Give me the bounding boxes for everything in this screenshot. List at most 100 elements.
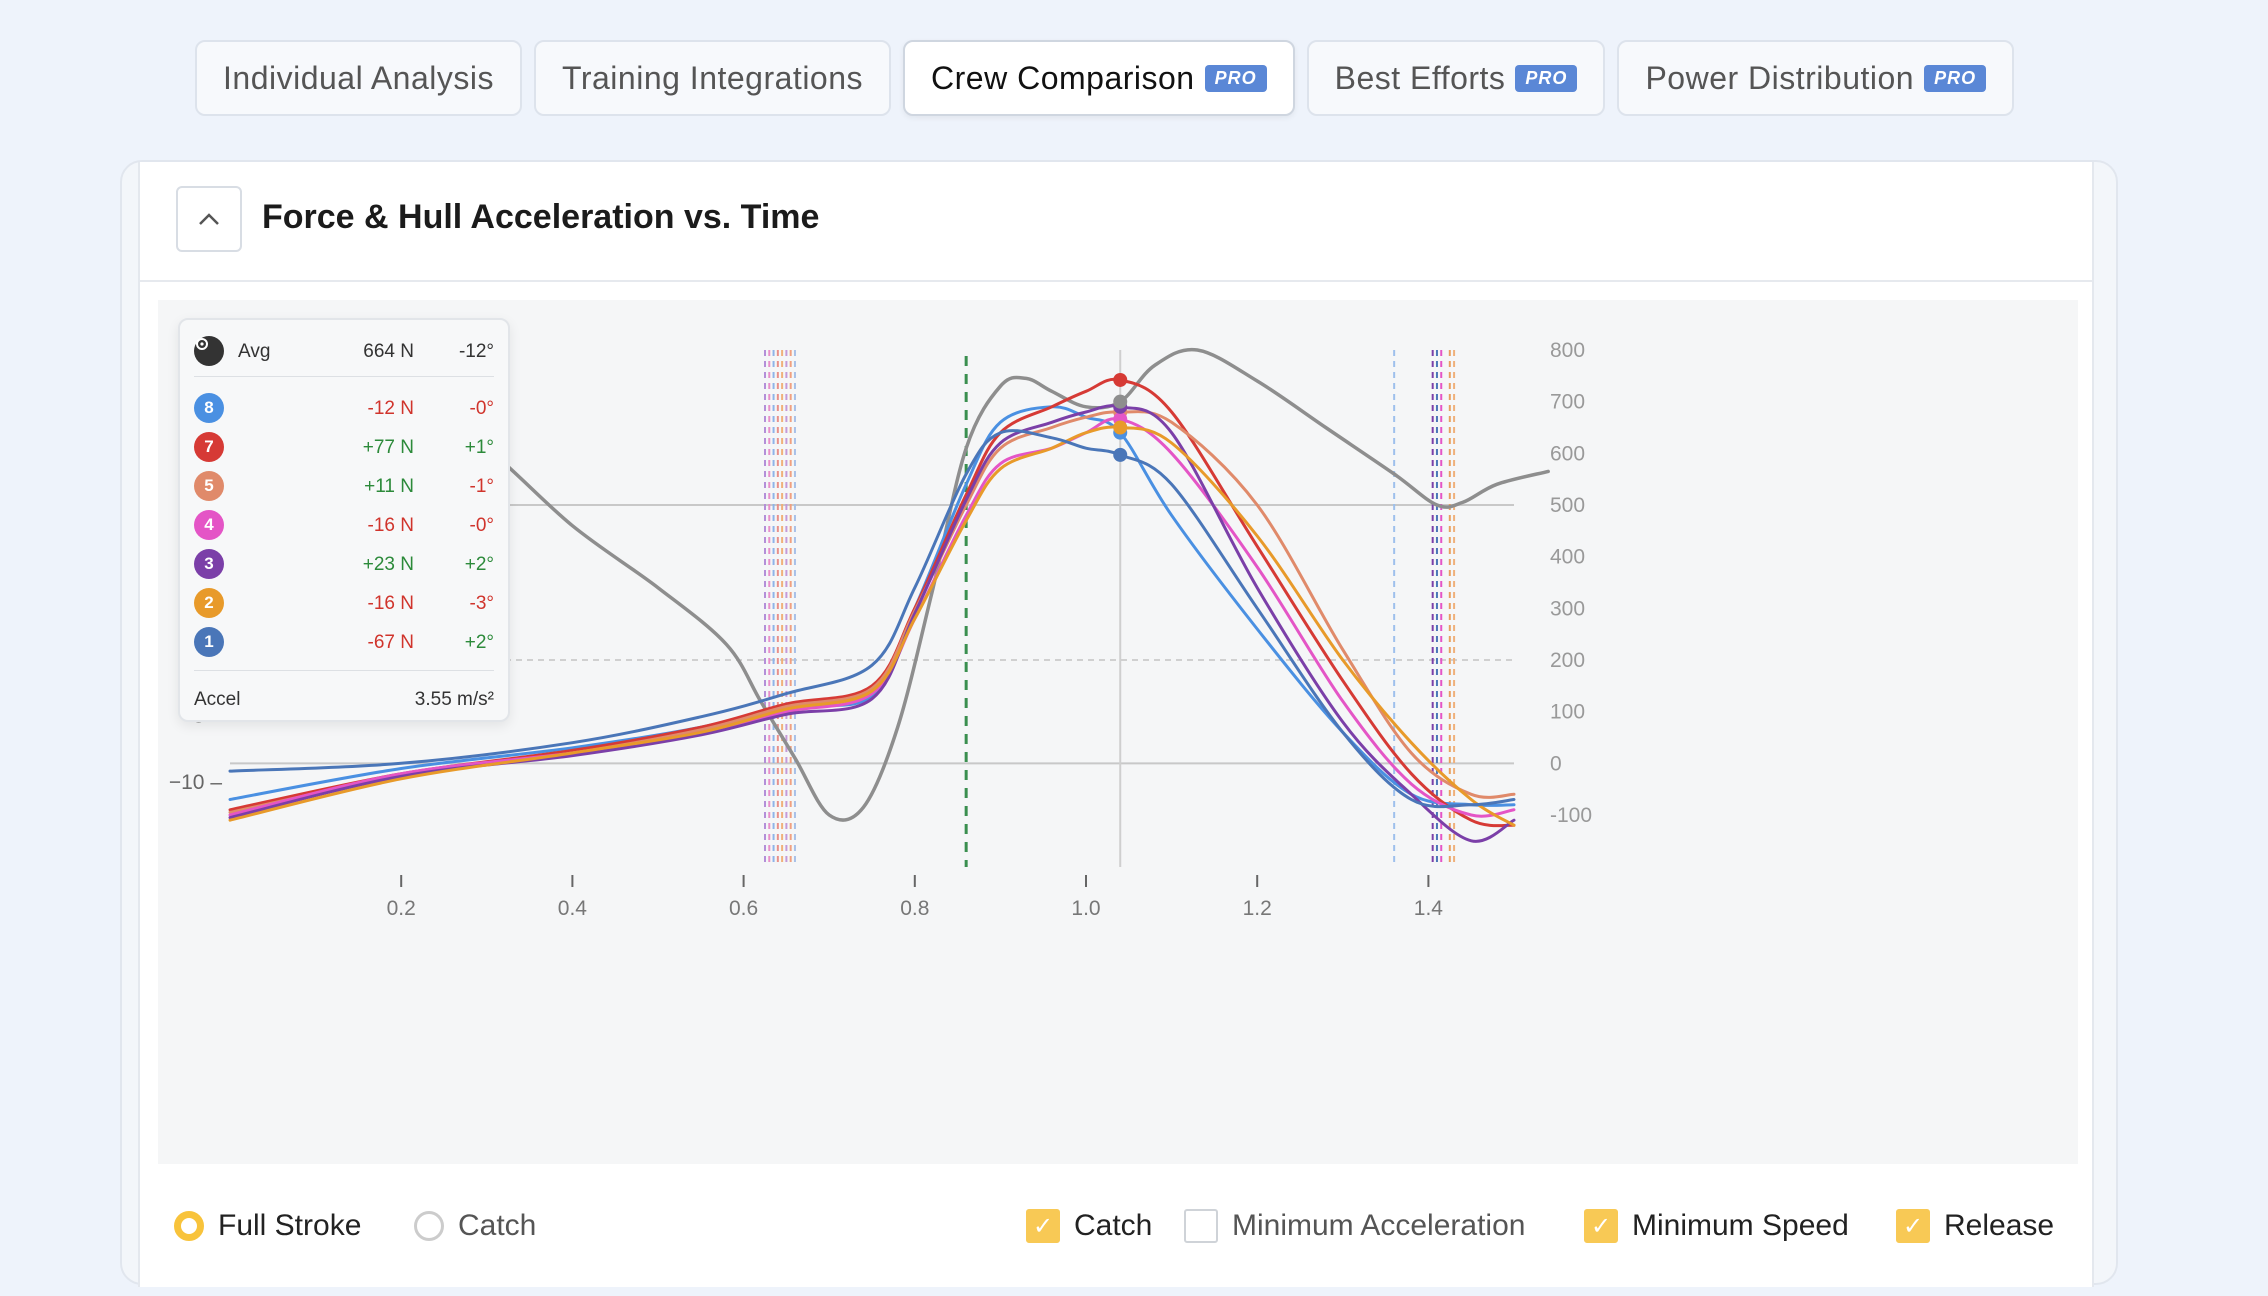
accel-series-line bbox=[416, 347, 1550, 822]
hover-point bbox=[1113, 420, 1128, 435]
seat-angle-delta: -1° bbox=[469, 476, 495, 497]
seat-badge: 1 bbox=[194, 627, 224, 657]
left-tick-label: −10 – bbox=[169, 771, 222, 794]
tab-power-distribution[interactable]: Power Distribution PRO bbox=[1617, 40, 2015, 116]
force-series-line-seat-2 bbox=[228, 425, 1516, 827]
seat-force-delta: +23 N bbox=[362, 554, 414, 575]
force-series-line-seat-1 bbox=[228, 429, 1516, 809]
tooltip-seat-row: 2 -16 N -3° bbox=[194, 588, 494, 620]
pro-badge: PRO bbox=[1924, 64, 1987, 92]
right-tick-label: 200 bbox=[1550, 649, 1585, 672]
hover-point bbox=[1113, 372, 1128, 387]
x-tick-label: 0.8 bbox=[900, 897, 929, 920]
seat-badge: 8 bbox=[194, 393, 224, 423]
checkbox-label: Minimum Speed bbox=[1632, 1209, 1849, 1242]
checkbox-unchecked-icon bbox=[1184, 1209, 1218, 1243]
right-tick-label: 500 bbox=[1550, 494, 1585, 517]
avg-icon bbox=[194, 336, 224, 366]
card-title: Force & Hull Acceleration vs. Time bbox=[262, 198, 820, 236]
seat-force-delta: +77 N bbox=[362, 437, 414, 458]
seat-force-delta: +11 N bbox=[364, 476, 414, 497]
seat-badge: 7 bbox=[194, 432, 224, 462]
seat-angle-delta: -0° bbox=[469, 398, 495, 419]
tab-label: Best Efforts bbox=[1334, 59, 1506, 96]
radio-label: Catch bbox=[458, 1209, 537, 1242]
tab-crew-comparison[interactable]: Crew Comparison PRO bbox=[903, 40, 1295, 116]
chart-area: SLIP / WASH8007006005004003002001000-100… bbox=[158, 300, 2078, 1164]
tooltip-seat-row: 8 -12 N -0° bbox=[194, 393, 494, 425]
checkbox-checked-icon: ✓ bbox=[1584, 1209, 1618, 1243]
force-accel-card: Force & Hull Acceleration vs. Time SLIP … bbox=[138, 162, 2094, 1287]
seat-badge: 3 bbox=[194, 549, 224, 579]
chart-legend: Full Stroke Catch ✓ Catch Minimum Accele… bbox=[170, 1196, 2060, 1256]
checkbox-minimum-speed[interactable]: ✓ Minimum Speed bbox=[1584, 1196, 1849, 1256]
seat-angle-delta: +1° bbox=[464, 437, 494, 458]
chart-tooltip: Avg 664 N -12° 8 -12 N -0° 7 +77 N +1° 5 +11 N -… bbox=[178, 318, 510, 722]
radio-label: Full Stroke bbox=[218, 1209, 362, 1242]
seat-badge: 2 bbox=[194, 588, 224, 618]
force-series-line-seat-3 bbox=[228, 404, 1516, 843]
right-tick-label: 700 bbox=[1550, 391, 1585, 414]
radio-full-stroke[interactable]: Full Stroke bbox=[174, 1196, 361, 1256]
x-tick-label: 0.2 bbox=[387, 897, 416, 920]
seat-angle-delta: +2° bbox=[464, 554, 494, 575]
tooltip-accel-label: Accel bbox=[194, 689, 241, 710]
tooltip-avg-force: 664 N bbox=[363, 341, 414, 362]
x-tick-label: 0.6 bbox=[729, 897, 758, 920]
tooltip-avg-label: Avg bbox=[238, 341, 271, 362]
right-tick-label: 600 bbox=[1550, 442, 1585, 465]
tooltip-seat-row: 4 -16 N -0° bbox=[194, 510, 494, 542]
tab-bar: Individual Analysis Training Integration… bbox=[195, 40, 2015, 120]
seat-force-delta: -16 N bbox=[367, 593, 414, 614]
x-tick-label: 1.0 bbox=[1071, 897, 1100, 920]
seat-force-delta: -12 N bbox=[367, 398, 414, 419]
tab-training-integrations[interactable]: Training Integrations bbox=[533, 40, 892, 116]
checkbox-label: Release bbox=[1944, 1209, 2055, 1242]
x-tick-label: 1.4 bbox=[1414, 897, 1444, 920]
tooltip-avg-row: Avg 664 N -12° bbox=[194, 336, 494, 368]
checkbox-minimum-acceleration[interactable]: Minimum Acceleration bbox=[1184, 1196, 1525, 1256]
tab-label: Training Integrations bbox=[561, 59, 864, 96]
checkbox-catch[interactable]: ✓ Catch bbox=[1026, 1196, 1152, 1256]
tooltip-accel-value: 3.55 m/s² bbox=[414, 689, 494, 710]
collapse-button[interactable] bbox=[176, 186, 242, 252]
hover-point bbox=[1113, 447, 1128, 462]
seat-force-delta: -16 N bbox=[367, 515, 414, 536]
tab-label: Crew Comparison bbox=[931, 59, 1195, 96]
tooltip-avg-angle: -12° bbox=[458, 341, 494, 362]
seat-angle-delta: -3° bbox=[469, 593, 495, 614]
chevron-up-icon bbox=[199, 213, 219, 225]
checkbox-release[interactable]: ✓ Release bbox=[1896, 1196, 2054, 1256]
seat-force-delta: -67 N bbox=[367, 632, 414, 653]
radio-catch[interactable]: Catch bbox=[414, 1196, 536, 1256]
checkbox-checked-icon: ✓ bbox=[1896, 1209, 1930, 1243]
checkbox-checked-icon: ✓ bbox=[1026, 1209, 1060, 1243]
seat-badge: 4 bbox=[194, 510, 224, 540]
tab-individual-analysis[interactable]: Individual Analysis bbox=[195, 40, 522, 116]
radio-selected-icon bbox=[174, 1211, 204, 1241]
tooltip-seat-row: 1 -67 N +2° bbox=[194, 627, 494, 659]
x-tick-label: 1.2 bbox=[1243, 897, 1272, 920]
seat-badge: 5 bbox=[194, 471, 224, 501]
right-tick-label: 100 bbox=[1550, 701, 1585, 724]
right-tick-label: 400 bbox=[1550, 546, 1585, 569]
force-series-line-seat-8 bbox=[228, 405, 1516, 807]
right-tick-label: 300 bbox=[1550, 597, 1585, 620]
tab-label: Power Distribution bbox=[1645, 59, 1915, 96]
radio-unselected-icon bbox=[414, 1211, 444, 1241]
card-header: Force & Hull Acceleration vs. Time bbox=[140, 162, 2092, 282]
tooltip-divider bbox=[194, 670, 494, 671]
tooltip-accel-row: Accel 3.55 m/s² bbox=[194, 684, 494, 716]
tooltip-seat-row: 7 +77 N +1° bbox=[194, 432, 494, 464]
right-tick-label: 800 bbox=[1550, 339, 1585, 362]
tab-best-efforts[interactable]: Best Efforts PRO bbox=[1306, 40, 1606, 116]
checkbox-label: Minimum Acceleration bbox=[1232, 1209, 1526, 1242]
x-tick-label: 0.4 bbox=[558, 897, 588, 920]
checkbox-label: Catch bbox=[1074, 1209, 1153, 1242]
right-tick-label: 0 bbox=[1550, 752, 1562, 775]
tooltip-seat-row: 5 +11 N -1° bbox=[194, 471, 494, 503]
pro-badge: PRO bbox=[1204, 64, 1267, 92]
pro-badge: PRO bbox=[1515, 64, 1578, 92]
tooltip-divider bbox=[194, 376, 494, 377]
right-tick-label: -100 bbox=[1550, 804, 1592, 827]
